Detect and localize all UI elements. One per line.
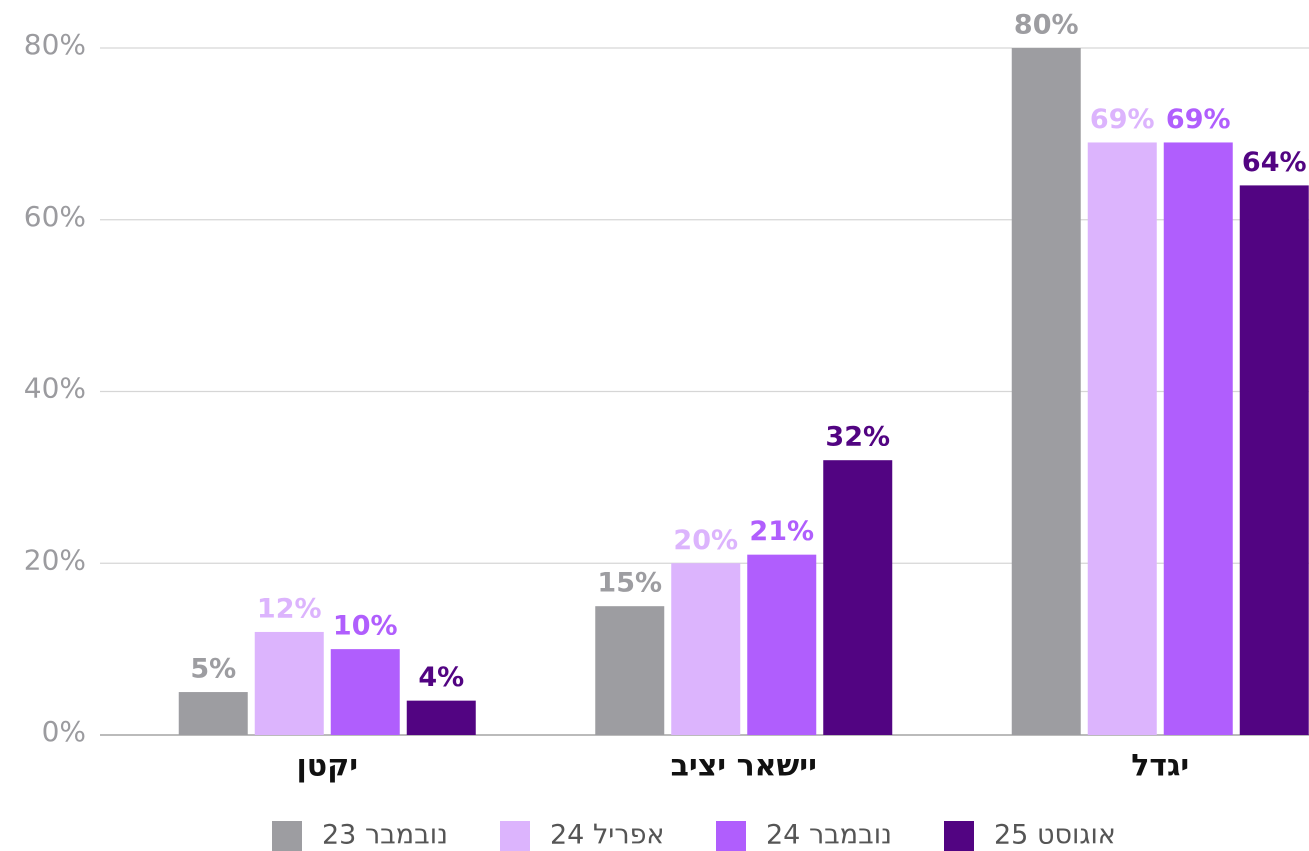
y-tick-label: 40% — [24, 372, 86, 405]
legend-swatch — [944, 821, 974, 851]
bar — [406, 700, 476, 735]
value-label: 15% — [597, 568, 662, 599]
legend-label: אוגוסט 25 — [994, 820, 1116, 851]
bar — [1011, 48, 1081, 735]
legend-label: נובמבר 23 — [322, 820, 448, 851]
value-label: 32% — [825, 422, 890, 453]
legend-swatch — [272, 821, 302, 851]
value-label: 69% — [1166, 104, 1231, 135]
value-label: 80% — [1014, 10, 1079, 41]
bar — [671, 563, 741, 735]
bar — [178, 692, 248, 735]
legend-swatch — [716, 821, 746, 851]
bar — [747, 554, 817, 735]
value-label: 20% — [673, 525, 738, 556]
value-label: 10% — [333, 611, 398, 642]
y-tick-label: 20% — [24, 543, 86, 576]
value-label: 4% — [418, 662, 464, 693]
bar — [1087, 142, 1157, 735]
bar — [1163, 142, 1233, 735]
legend-swatch — [500, 821, 530, 851]
bar — [330, 649, 400, 735]
y-tick-label: 60% — [24, 200, 86, 233]
value-label: 12% — [257, 593, 322, 624]
x-tick-label: יישאר יציב — [671, 749, 817, 784]
legend-label: אפריל 24 — [550, 820, 664, 851]
value-label: 64% — [1242, 147, 1307, 178]
x-tick-label: יגדל — [1131, 749, 1189, 784]
bar — [254, 631, 324, 735]
y-tick-label: 80% — [24, 28, 86, 61]
value-label: 5% — [190, 654, 236, 685]
bar — [595, 606, 665, 735]
value-label: 21% — [749, 516, 814, 547]
legend-label: נובמבר 24 — [766, 820, 892, 851]
bar — [1239, 185, 1309, 735]
value-label: 69% — [1090, 104, 1155, 135]
bar — [823, 460, 893, 735]
x-tick-label: יקטן — [296, 749, 358, 784]
y-tick-label: 0% — [42, 715, 86, 748]
